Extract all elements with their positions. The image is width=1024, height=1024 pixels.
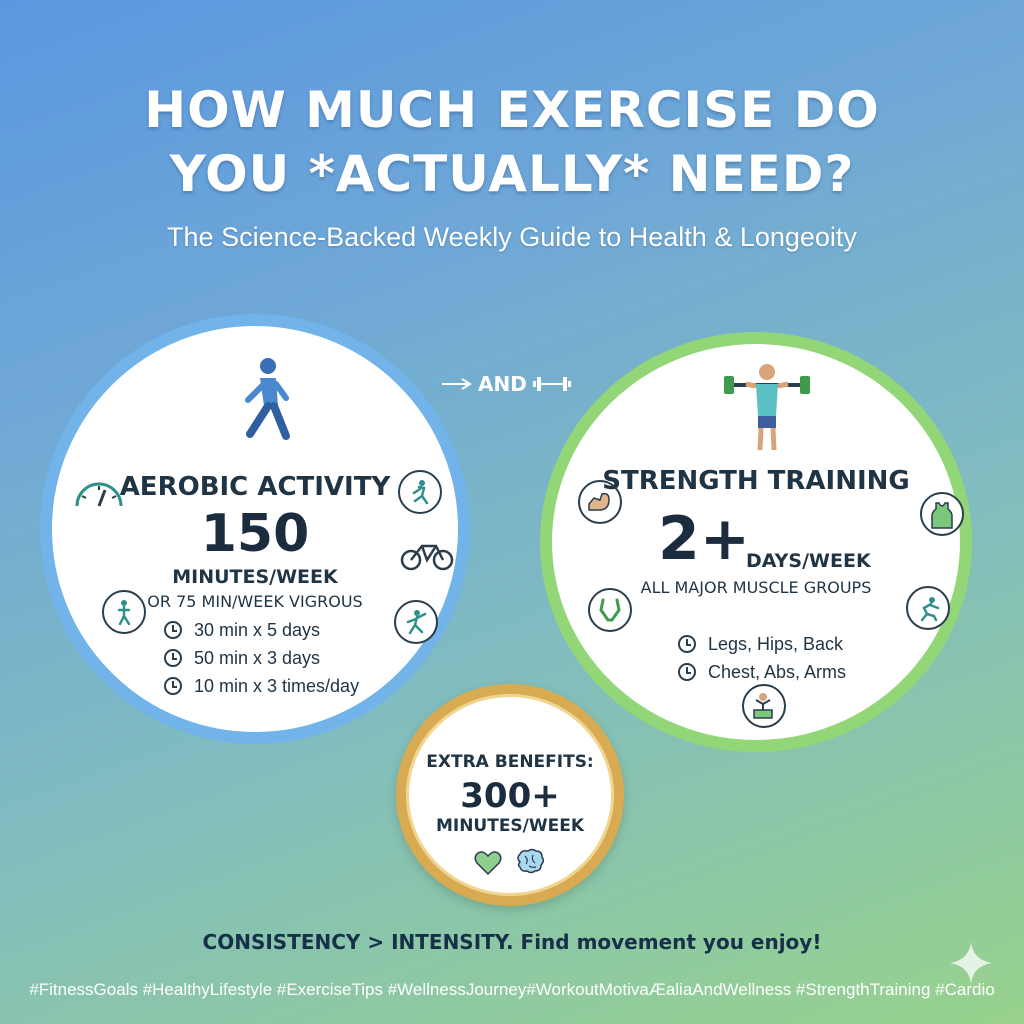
list-item: Legs, Hips, Back	[678, 630, 846, 658]
flexed-arm-icon	[578, 480, 622, 524]
clock-icon	[164, 621, 182, 639]
squat-icon	[906, 586, 950, 630]
list-item: 50 min x 3 days	[164, 644, 359, 672]
walking-person-icon	[245, 358, 290, 440]
aerobic-options-list: 30 min x 5 days 50 min x 3 days 10 min x…	[164, 616, 359, 700]
extra-number: 300+	[460, 776, 560, 816]
aerobic-heading: AEROBIC ACTIVITY	[119, 472, 391, 502]
strength-number: 2+	[658, 504, 751, 574]
weightlifter-icon	[724, 364, 810, 451]
page-title: HOW MUCH EXERCISE DO YOU *ACTUALLY* NEED…	[0, 78, 1024, 206]
extra-heading: EXTRA BENEFITS:	[426, 752, 594, 772]
footer-message: CONSISTENCY > INTENSITY. Find movement y…	[202, 930, 822, 954]
extra-unit: MINUTES/WEEK	[435, 816, 585, 836]
arrow-right-icon	[442, 378, 472, 390]
strength-heading: STRENGTH TRAINING	[602, 466, 910, 496]
list-item: 10 min x 3 times/day	[164, 672, 359, 700]
strength-circle: STRENGTH TRAINING 2+ DAYS/WEEK ALL MAJOR…	[540, 332, 972, 752]
dumbbell-icon	[532, 377, 571, 391]
list-item: 30 min x 5 days	[164, 616, 359, 644]
running-icon	[398, 470, 442, 514]
strength-groups-list: Legs, Hips, Back Chest, Abs, Arms	[678, 630, 846, 686]
strength-subtext: ALL MAJOR MUSCLE GROUPS	[640, 578, 872, 597]
bicycle-icon	[400, 540, 454, 577]
speedometer-icon	[72, 474, 126, 515]
clock-icon	[678, 663, 696, 681]
extra-benefits-circle: EXTRA BENEFITS: 300+ MINUTES/WEEK	[396, 684, 624, 906]
list-item: Chest, Abs, Arms	[678, 658, 846, 686]
hashtags: #FitnessGoals #HealthyLifestyle #Exercis…	[29, 980, 995, 999]
and-label: AND	[478, 372, 527, 396]
sparkle-icon	[950, 942, 992, 984]
dancing-icon	[394, 600, 438, 644]
title-line-2: YOU *ACTUALLY* NEED?	[169, 145, 855, 203]
strength-unit: DAYS/WEEK	[746, 550, 871, 572]
clock-icon	[678, 635, 696, 653]
page-subtitle: The Science-Backed Weekly Guide to Healt…	[167, 222, 857, 252]
aerobic-number: 150	[200, 504, 310, 564]
resistance-band-icon	[588, 588, 632, 632]
aerobic-alternative: OR 75 MIN/WEEK VIGROUS	[147, 592, 363, 611]
title-line-1: HOW MUCH EXERCISE DO	[144, 81, 880, 139]
and-connector: AND	[440, 372, 573, 396]
exercise-person-icon	[102, 590, 146, 634]
clock-icon	[164, 677, 182, 695]
brain-icon	[517, 848, 545, 874]
tank-top-icon	[920, 492, 964, 536]
heart-icon	[474, 851, 502, 876]
bodyweight-icon	[742, 684, 786, 728]
aerobic-circle: AEROBIC ACTIVITY 150 MINUTES/WEEK OR 75 …	[40, 314, 470, 744]
clock-icon	[164, 649, 182, 667]
aerobic-unit: MINUTES/WEEK	[172, 566, 338, 588]
